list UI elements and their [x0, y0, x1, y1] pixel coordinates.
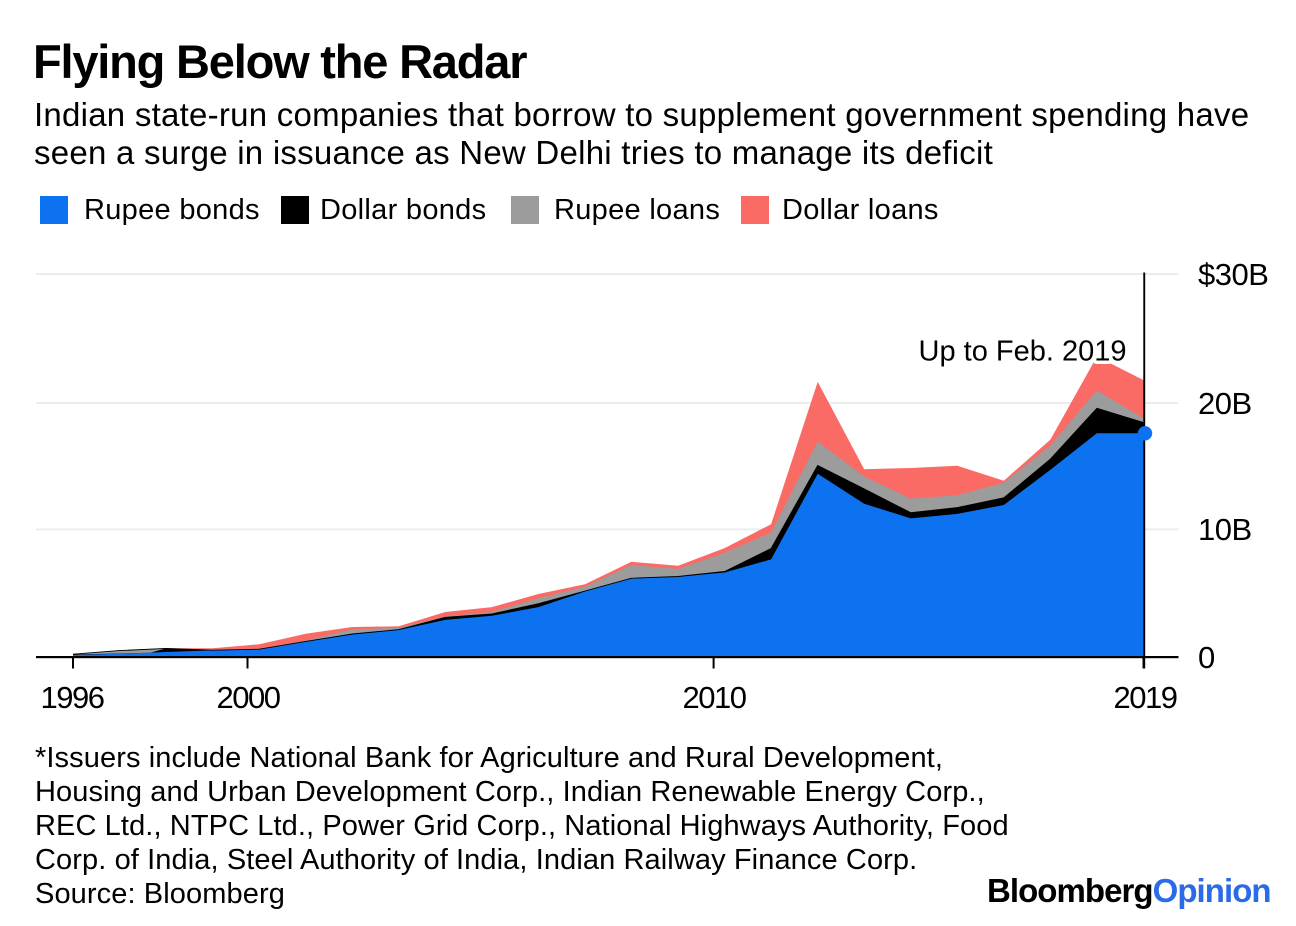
svg-text:Up to Feb. 2019: Up to Feb. 2019 [919, 336, 1127, 368]
